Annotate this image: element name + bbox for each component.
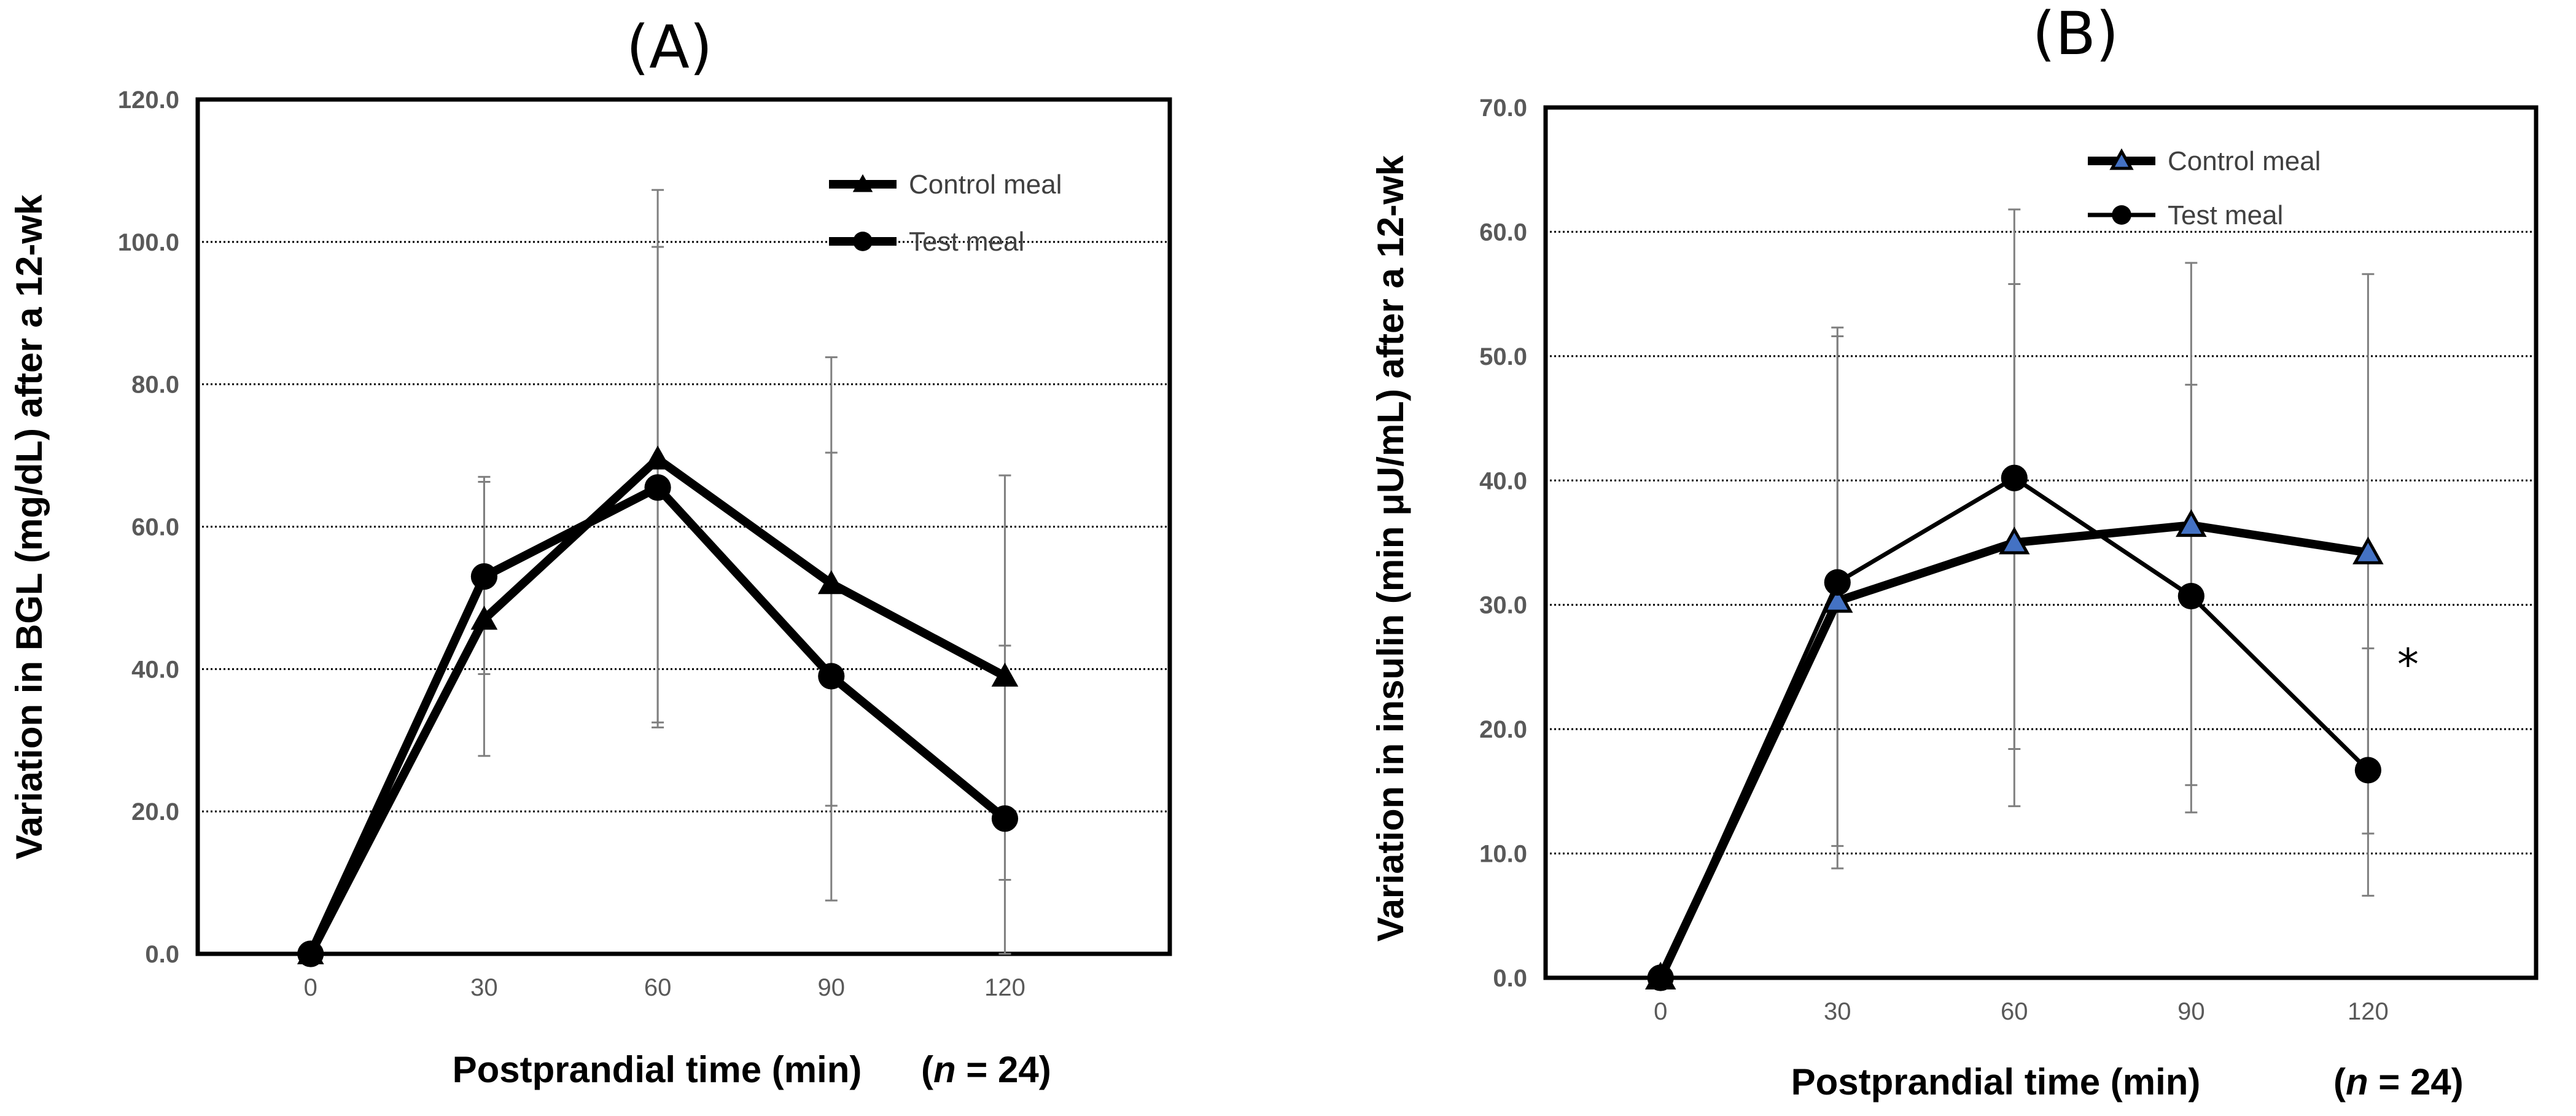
chart-panel-a: (A) 0.0 20.0 40.0 60.0 80.0 100.0 120.0 0 30 60 90 1… — [9, 13, 1172, 1090]
sample-size-note: (n = 24) — [921, 1049, 1051, 1090]
error-bars-test-meal — [1831, 208, 2375, 897]
x-tick-label: 0 — [304, 974, 317, 1001]
y-tick-label: 100.0 — [118, 229, 179, 256]
y-axis-label: Variation in BGL (mg/dL) after a 12-wk — [9, 194, 50, 859]
sample-size-open: ( — [2333, 1061, 2346, 1102]
x-tick-label: 60 — [644, 974, 672, 1001]
x-tick-labels: 0 30 60 90 120 — [1654, 998, 2389, 1025]
series-test-meal — [1647, 464, 2381, 991]
y-tick-label: 20.0 — [1479, 716, 1527, 743]
sample-size-open: ( — [921, 1049, 933, 1090]
legend-item: Test meal — [2088, 200, 2283, 230]
significance-asterisk: * — [2397, 639, 2419, 690]
y-tick-label: 70.0 — [1479, 95, 1527, 122]
y-tick-label: 20.0 — [131, 798, 179, 825]
chart-panel-b: (B) 0.0 10.0 20.0 30.0 40.0 50.0 60.0 70.0 0 30 60 9… — [1370, 0, 2539, 1102]
chart-title: (A) — [626, 13, 713, 82]
data-point — [818, 663, 845, 690]
data-point — [2001, 464, 2028, 491]
x-tick-label: 90 — [2177, 998, 2205, 1025]
legend-item: Test meal — [829, 227, 1024, 257]
sample-size-n: n — [2346, 1061, 2368, 1102]
gridlines — [198, 241, 1170, 813]
y-tick-label: 60.0 — [131, 514, 179, 541]
y-tick-label: 120.0 — [118, 87, 179, 114]
data-point — [817, 570, 845, 595]
x-tick-label: 120 — [984, 974, 1025, 1001]
data-point — [470, 606, 498, 630]
y-tick-label: 50.0 — [1479, 343, 1527, 370]
plot-frame — [1543, 105, 2539, 980]
error-bars-control-meal — [1831, 273, 2375, 870]
data-point — [1999, 526, 2030, 555]
legend-item: Control meal — [2088, 146, 2321, 176]
x-tick-label: 90 — [818, 974, 846, 1001]
y-tick-label: 80.0 — [131, 372, 179, 399]
legend: Control meal Test meal — [2088, 146, 2321, 230]
x-axis-label: Postprandial time (min) — [1791, 1061, 2201, 1102]
y-tick-labels: 0.0 20.0 40.0 60.0 80.0 100.0 120.0 — [118, 87, 179, 968]
legend-label: Control meal — [2168, 146, 2321, 176]
legend-label: Test meal — [2168, 200, 2283, 230]
legend-marker — [2112, 205, 2131, 225]
legend-item: Control meal — [829, 170, 1062, 200]
data-point — [470, 563, 498, 590]
y-tick-label: 60.0 — [1479, 219, 1527, 246]
sample-size-note: (n = 24) — [2333, 1061, 2464, 1102]
error-bars-test-meal — [478, 246, 1011, 955]
x-axis-label: Postprandial time (min) — [453, 1049, 862, 1090]
data-point — [1647, 964, 1674, 991]
legend-marker — [853, 232, 873, 251]
gridlines — [1546, 230, 2536, 855]
data-point — [2177, 582, 2204, 610]
sample-size-value: = 24) — [2368, 1061, 2464, 1102]
series-test-meal — [297, 474, 1019, 967]
y-tick-label: 10.0 — [1479, 841, 1527, 868]
y-tick-label: 0.0 — [145, 941, 179, 968]
data-point — [2176, 509, 2207, 537]
legend-label: Control meal — [909, 170, 1062, 200]
data-point — [991, 662, 1019, 687]
data-point — [2354, 757, 2381, 784]
legend: Control meal Test meal — [829, 170, 1062, 257]
y-tick-label: 30.0 — [1479, 592, 1527, 619]
x-tick-label: 0 — [1654, 998, 1667, 1025]
data-point — [2352, 536, 2384, 564]
x-tick-label: 120 — [2348, 998, 2389, 1025]
data-point — [644, 474, 671, 501]
data-point — [991, 805, 1019, 832]
y-tick-label: 0.0 — [1493, 965, 1527, 992]
y-tick-labels: 0.0 10.0 20.0 30.0 40.0 50.0 60.0 70.0 — [1479, 95, 1527, 992]
y-axis-label: Variation in insulin (min μU/mL) after a… — [1370, 155, 1411, 942]
legend-marker — [2109, 148, 2134, 170]
sample-size-n: n — [933, 1049, 956, 1090]
chart-title: (B) — [2033, 0, 2119, 68]
legend-marker — [852, 174, 873, 192]
data-point — [644, 445, 671, 470]
y-tick-label: 40.0 — [1479, 467, 1527, 494]
data-point — [297, 940, 324, 967]
y-tick-label: 40.0 — [131, 656, 179, 683]
legend-label: Test meal — [909, 227, 1024, 257]
x-tick-label: 30 — [1824, 998, 1851, 1025]
sample-size-value: = 24) — [956, 1049, 1051, 1090]
x-tick-label: 60 — [2001, 998, 2028, 1025]
plot-frame — [195, 97, 1172, 956]
x-tick-labels: 0 30 60 90 120 — [304, 974, 1025, 1001]
data-point — [1824, 569, 1851, 596]
x-tick-label: 30 — [470, 974, 498, 1001]
